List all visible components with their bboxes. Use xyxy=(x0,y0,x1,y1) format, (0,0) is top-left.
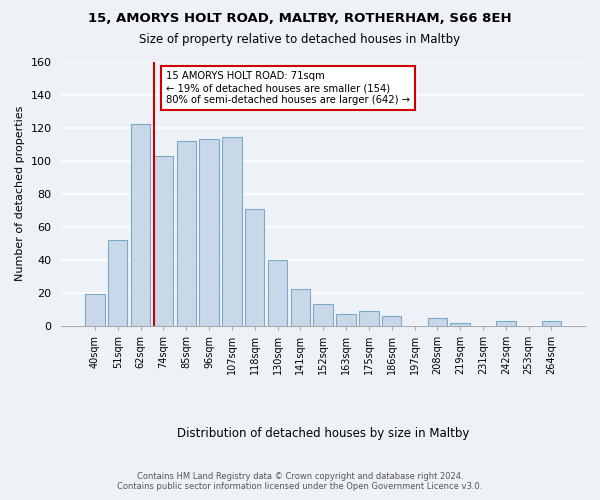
Bar xyxy=(108,240,127,326)
Bar xyxy=(496,321,515,326)
X-axis label: Distribution of detached houses by size in Maltby: Distribution of detached houses by size … xyxy=(177,427,469,440)
Text: 15, AMORYS HOLT ROAD, MALTBY, ROTHERHAM, S66 8EH: 15, AMORYS HOLT ROAD, MALTBY, ROTHERHAM,… xyxy=(88,12,512,26)
Bar xyxy=(245,208,265,326)
Bar xyxy=(337,314,356,326)
Bar xyxy=(268,260,287,326)
Bar xyxy=(199,139,219,326)
Bar xyxy=(451,322,470,326)
Bar xyxy=(154,156,173,326)
Bar xyxy=(131,124,150,326)
Bar xyxy=(176,141,196,326)
Bar xyxy=(85,294,104,326)
Bar xyxy=(542,321,561,326)
Bar xyxy=(313,304,333,326)
Bar xyxy=(359,311,379,326)
Text: 15 AMORYS HOLT ROAD: 71sqm
← 19% of detached houses are smaller (154)
80% of sem: 15 AMORYS HOLT ROAD: 71sqm ← 19% of deta… xyxy=(166,72,410,104)
Y-axis label: Number of detached properties: Number of detached properties xyxy=(15,106,25,282)
Text: Contains HM Land Registry data © Crown copyright and database right 2024.
Contai: Contains HM Land Registry data © Crown c… xyxy=(118,472,482,491)
Bar xyxy=(290,290,310,326)
Bar xyxy=(382,316,401,326)
Bar xyxy=(222,138,242,326)
Text: Size of property relative to detached houses in Maltby: Size of property relative to detached ho… xyxy=(139,32,461,46)
Bar xyxy=(428,318,447,326)
